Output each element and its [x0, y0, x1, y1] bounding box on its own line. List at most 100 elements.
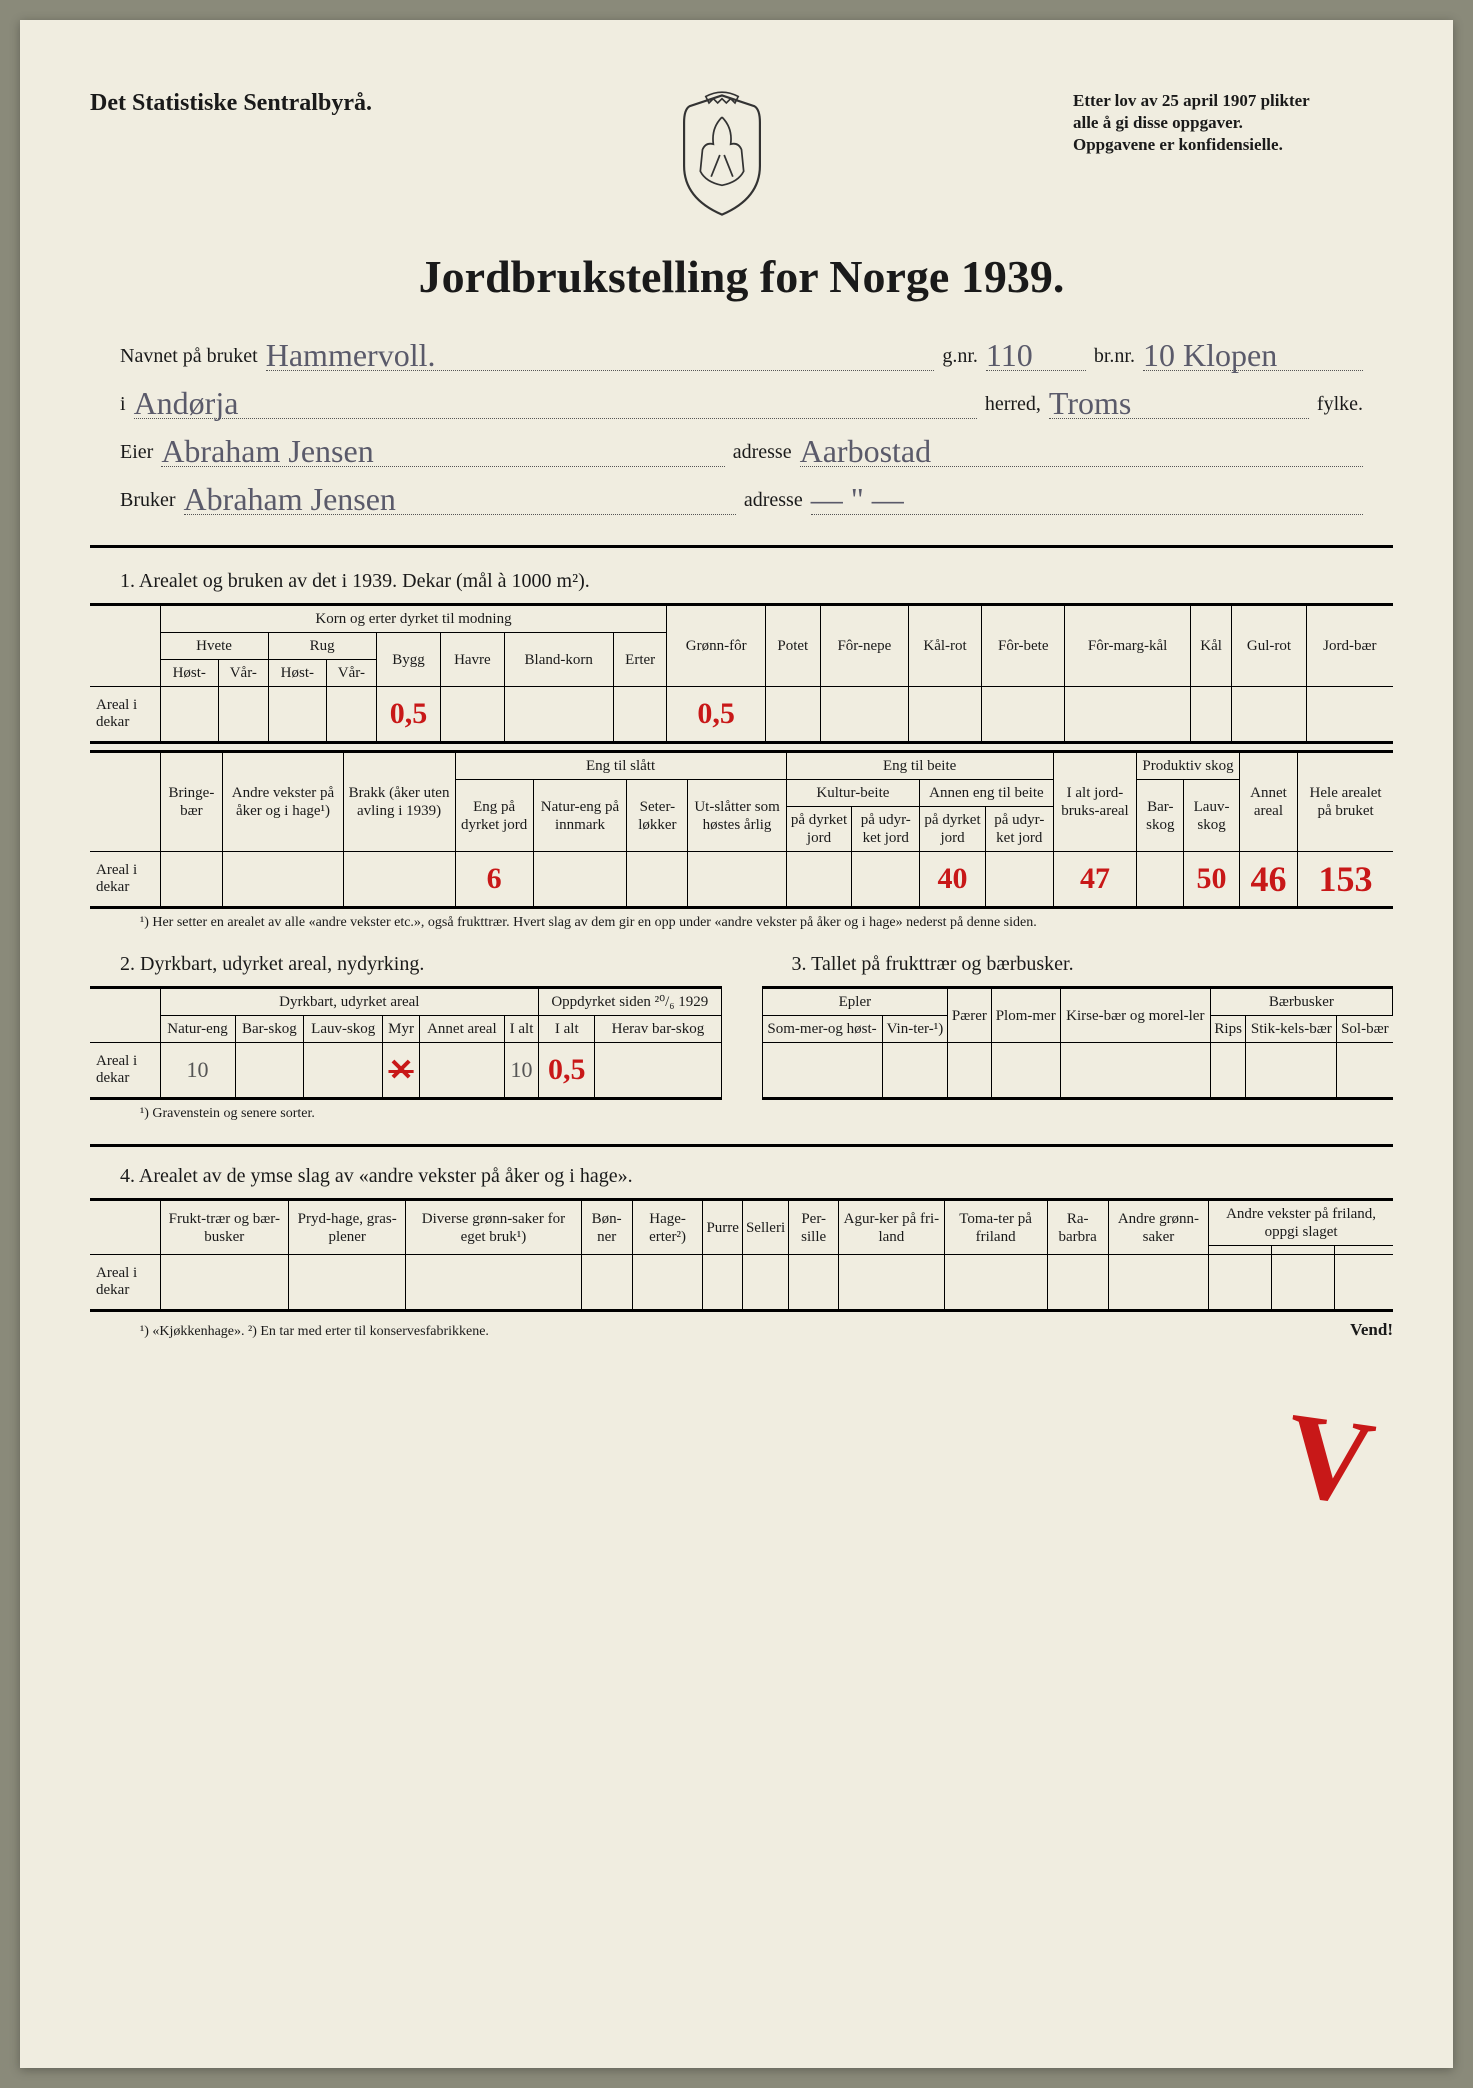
- th: Fôr-nepe: [820, 605, 908, 687]
- section-title: 3. Tallet på frukttrær og bærbusker.: [762, 953, 1394, 976]
- th: Høst-: [160, 660, 219, 687]
- th: Fôr-marg-kål: [1065, 605, 1190, 687]
- table-4: Frukt-trær og bær-busker Pryd-hage, gras…: [90, 1198, 1393, 1312]
- brnr-value: 10 Klopen: [1143, 337, 1277, 373]
- user-address-value: — " —: [811, 481, 904, 517]
- th: på udyr-ket jord: [985, 807, 1053, 852]
- section-3: 3. Tallet på frukttrær og bærbusker. Epl…: [762, 953, 1394, 1122]
- label: i: [120, 393, 126, 416]
- th: I alt jord-bruks-areal: [1053, 752, 1137, 852]
- th: Andre vekster på åker og i hage¹): [223, 752, 343, 852]
- footnote: ¹) Her setter en arealet av alle «andre …: [90, 909, 1393, 931]
- th: Vin-ter-¹): [882, 1016, 948, 1043]
- row-label: Areal i dekar: [90, 1255, 160, 1311]
- cell-value: 0,5: [390, 697, 428, 730]
- th: Ra-barbra: [1047, 1200, 1108, 1255]
- th: Grønn-fôr: [667, 605, 765, 687]
- th: på dyrket jord: [786, 807, 852, 852]
- legal-line: Etter lov av 25 april 1907 plikter: [1073, 91, 1310, 110]
- th: Bar-skog: [1137, 780, 1184, 852]
- th: Per-sille: [789, 1200, 839, 1255]
- table-2: Dyrkbart, udyrket areal Oppdyrket siden …: [90, 986, 722, 1100]
- th: Pærer: [948, 988, 991, 1043]
- cell-value: 10: [187, 1057, 209, 1082]
- th: Kål-rot: [909, 605, 982, 687]
- th: Eng til slått: [455, 752, 786, 780]
- th: Diverse grønn-saker for eget bruk¹): [406, 1200, 581, 1255]
- th: Gul-rot: [1232, 605, 1306, 687]
- th: Korn og erter dyrket til modning: [160, 605, 667, 633]
- gnr-value: 110: [986, 337, 1033, 373]
- label: Bruker: [120, 489, 176, 512]
- th: Lauv-skog: [304, 1016, 383, 1043]
- th: Rug: [268, 633, 376, 660]
- th: Purre: [703, 1200, 743, 1255]
- legal-line: alle å gi disse oppgaver.: [1073, 113, 1243, 132]
- th: Plom-mer: [991, 988, 1060, 1043]
- county-value: Troms: [1049, 385, 1131, 421]
- th: Eng til beite: [786, 752, 1053, 780]
- cell-value: 6: [487, 862, 502, 895]
- farm-name-value: Hammervoll.: [266, 337, 436, 373]
- cell-value: 0,5: [548, 1053, 586, 1086]
- section-title: 4. Arealet av de ymse slag av «andre vek…: [90, 1165, 1393, 1188]
- footnote: ¹) «Kjøkkenhage». ²) En tar med erter ti…: [90, 1318, 489, 1340]
- th: Epler: [762, 988, 948, 1016]
- section-4: 4. Arealet av de ymse slag av «andre vek…: [90, 1144, 1393, 1340]
- th: Jord-bær: [1306, 605, 1393, 687]
- bureau-name: Det Statistiske Sentralbyrå.: [90, 90, 372, 117]
- section-title: 2. Dyrkbart, udyrket areal, nydyrking.: [90, 953, 722, 976]
- label: Navnet på bruket: [120, 345, 258, 368]
- th: Bland-korn: [504, 633, 613, 687]
- th: Lauv-skog: [1184, 780, 1239, 852]
- cell-value: 40: [938, 862, 968, 895]
- th: Andre vekster på friland, oppgi slaget: [1209, 1200, 1393, 1246]
- th: Havre: [441, 633, 504, 687]
- label: adresse: [744, 489, 803, 512]
- legal-line: Oppgavene er konfidensielle.: [1073, 135, 1283, 154]
- th: Selleri: [742, 1200, 788, 1255]
- th: Fôr-bete: [982, 605, 1065, 687]
- th: Andre grønn-saker: [1108, 1200, 1208, 1255]
- th: Rips: [1210, 1016, 1246, 1043]
- section-2: 2. Dyrkbart, udyrket areal, nydyrking. D…: [90, 953, 722, 1122]
- th: Bar-skog: [235, 1016, 304, 1043]
- th: Ut-slåtter som høstes årlig: [688, 780, 786, 852]
- th: Produktiv skog: [1137, 752, 1240, 780]
- section-1: 1. Arealet og bruken av det i 1939. Deka…: [90, 570, 1393, 931]
- th: Hage-erter²): [632, 1200, 703, 1255]
- th: Stik-kels-bær: [1246, 1016, 1337, 1043]
- owner-address-value: Aarbostad: [800, 433, 932, 469]
- th: Natur-eng: [160, 1016, 235, 1043]
- document-page: Det Statistiske Sentralbyrå. Etter lov a…: [20, 20, 1453, 2068]
- coat-of-arms-icon: [667, 90, 777, 220]
- th: Annet areal: [419, 1016, 504, 1043]
- th: Annet areal: [1239, 752, 1297, 852]
- checkmark-icon: V: [1277, 1385, 1382, 1534]
- th: Natur-eng på innmark: [533, 780, 627, 852]
- th: Eng på dyrket jord: [455, 780, 533, 852]
- th: Dyrkbart, udyrket areal: [160, 988, 539, 1016]
- th: Kultur-beite: [786, 780, 920, 807]
- th: Erter: [613, 633, 667, 687]
- label: Eier: [120, 441, 153, 464]
- th: Herav bar-skog: [595, 1016, 721, 1043]
- th: på udyr-ket jord: [852, 807, 920, 852]
- th: I alt: [504, 1016, 538, 1043]
- user-value: Abraham Jensen: [184, 481, 396, 517]
- th: Kål: [1190, 605, 1232, 687]
- label: g.nr.: [942, 345, 978, 368]
- th: Pryd-hage, gras-plener: [289, 1200, 406, 1255]
- row-label: Areal i dekar: [90, 1043, 160, 1099]
- th: Myr: [383, 1016, 420, 1043]
- th: Høst-: [268, 660, 327, 687]
- owner-value: Abraham Jensen: [161, 433, 373, 469]
- cell-value: 153: [1319, 859, 1373, 899]
- turn-page-label: Vend!: [1350, 1320, 1393, 1340]
- cell-value: 10: [511, 1057, 533, 1082]
- footnote: ¹) Gravenstein og senere sorter.: [90, 1100, 722, 1122]
- th: I alt: [539, 1016, 595, 1043]
- cell-value: ✕: [388, 1054, 413, 1087]
- label: br.nr.: [1094, 345, 1135, 368]
- th: Hvete: [160, 633, 268, 660]
